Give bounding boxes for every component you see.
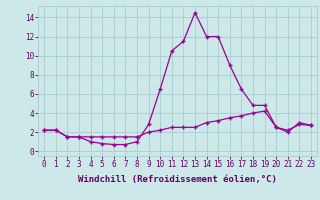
- X-axis label: Windchill (Refroidissement éolien,°C): Windchill (Refroidissement éolien,°C): [78, 175, 277, 184]
